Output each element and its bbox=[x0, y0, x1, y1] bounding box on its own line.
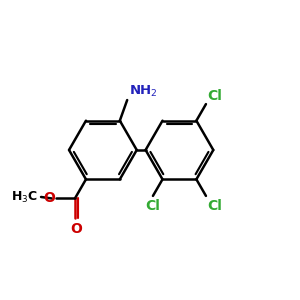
Text: Cl: Cl bbox=[146, 200, 160, 213]
Text: O: O bbox=[43, 191, 55, 205]
Text: Cl: Cl bbox=[207, 88, 222, 103]
Text: NH$_2$: NH$_2$ bbox=[129, 83, 158, 99]
Text: O: O bbox=[70, 222, 82, 236]
Text: H$_3$C: H$_3$C bbox=[11, 189, 38, 205]
Text: Cl: Cl bbox=[207, 200, 222, 213]
